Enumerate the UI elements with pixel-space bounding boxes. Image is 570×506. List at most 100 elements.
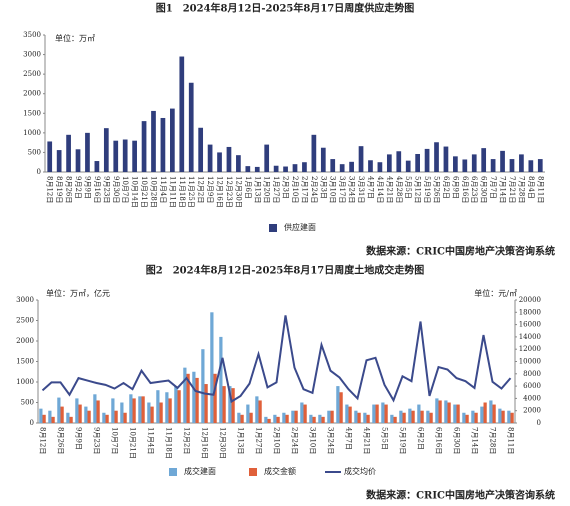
bar (330, 159, 336, 172)
x-tick-label: 6月16日 (461, 176, 469, 203)
bar (213, 373, 217, 423)
bar (471, 410, 475, 423)
x-tick-label: 7月14日 (499, 176, 507, 203)
y2-tick-label: 2000 (523, 407, 541, 415)
x-tick-label: 9月23日 (93, 427, 101, 454)
x-tick-label: 4月7日 (345, 427, 353, 450)
bar (105, 414, 109, 423)
x-tick-label: 9月23日 (102, 176, 110, 203)
bar (456, 404, 460, 423)
bar (294, 410, 298, 423)
bar (303, 404, 307, 423)
bar (42, 414, 46, 423)
x-tick-label: 2月3日 (282, 176, 290, 199)
x-tick-label: 12月23日 (225, 176, 233, 208)
x-tick-label: 11月11日 (168, 176, 176, 208)
bar (490, 159, 496, 172)
x-tick-label: 8月11日 (536, 176, 544, 203)
x-tick-label: 2月17日 (300, 176, 308, 203)
bar (311, 134, 317, 172)
bar (302, 162, 307, 172)
bar (411, 410, 415, 423)
x-tick-label: 3月17日 (338, 176, 346, 203)
x-tick-label: 5月5日 (381, 427, 389, 450)
bar (174, 386, 178, 423)
bar (123, 412, 127, 423)
bar (339, 392, 343, 423)
y2-tick-label: 4000 (523, 394, 541, 402)
x-tick-label: 6月30日 (480, 176, 488, 203)
bar (66, 134, 71, 172)
bar (179, 56, 185, 172)
bar (399, 410, 403, 423)
bar (246, 404, 250, 423)
bar (465, 414, 469, 423)
bar (498, 408, 502, 423)
bar (321, 416, 325, 423)
bar (349, 161, 354, 172)
x-tick-label: 8月12日 (39, 427, 47, 454)
legend-label: 成交建面 (184, 466, 216, 476)
y2-axis-unit: 单位：元/㎡ (474, 288, 517, 298)
bar (327, 410, 331, 423)
y2-tick-label: 0 (537, 419, 541, 427)
y-tick-label: 0 (37, 168, 41, 176)
x-tick-label: 7月28日 (489, 427, 497, 454)
bar (444, 400, 448, 423)
x-tick-label: 10月7日 (111, 427, 119, 454)
bar (453, 404, 457, 423)
line (41, 315, 512, 404)
x-tick-label: 2月24日 (291, 427, 299, 454)
bar (381, 402, 385, 423)
bar (377, 162, 383, 172)
bar (85, 132, 90, 172)
bar (48, 410, 52, 423)
bar (282, 412, 286, 423)
bar (318, 414, 322, 423)
x-tick-label: 6月2日 (417, 427, 425, 450)
x-tick-label: 7月21日 (508, 176, 516, 203)
bar (84, 406, 88, 423)
y2-tick-label: 18000 (519, 308, 541, 316)
x-tick-label: 1月13日 (237, 427, 245, 454)
x-tick-label: 4月7日 (366, 176, 374, 199)
x-tick-label: 12月16日 (216, 176, 224, 208)
chart-title: 图2 2024年8月12日-2025年8月17日周度土地成交走势图 (146, 264, 425, 277)
legend-swatch (169, 468, 177, 476)
bar (236, 155, 241, 172)
y-axis-unit: 单位：万㎡ (55, 33, 95, 43)
x-tick-label: 6月30日 (453, 427, 461, 454)
y2-tick-label: 12000 (519, 345, 541, 353)
bar (222, 386, 226, 423)
y-tick-label: 2000 (16, 337, 34, 345)
x-tick-label: 11月18日 (178, 176, 186, 208)
bar (283, 166, 288, 172)
x-tick-label: 10月14日 (131, 176, 139, 208)
x-tick-label: 6月16日 (435, 427, 443, 454)
bar (103, 128, 109, 172)
bar (69, 416, 73, 423)
bar (113, 140, 119, 172)
bar (320, 147, 326, 172)
bar (141, 121, 147, 172)
bar (255, 396, 259, 423)
bar (237, 412, 241, 423)
bar (390, 414, 394, 423)
bar (217, 152, 222, 172)
bar (66, 412, 70, 423)
bar (210, 312, 214, 423)
bar (462, 412, 466, 423)
bar (408, 408, 412, 423)
bar (147, 402, 151, 423)
x-tick-label: 3月10日 (329, 176, 337, 203)
y-tick-label: 3500 (23, 31, 41, 39)
y-tick-label: 1000 (23, 129, 41, 137)
bar (254, 166, 260, 172)
bar (375, 404, 379, 423)
bar (192, 371, 196, 423)
x-tick-label: 7月7日 (489, 176, 497, 199)
bar (481, 148, 487, 172)
bar (420, 410, 424, 423)
x-tick-label: 3月31日 (357, 176, 365, 203)
